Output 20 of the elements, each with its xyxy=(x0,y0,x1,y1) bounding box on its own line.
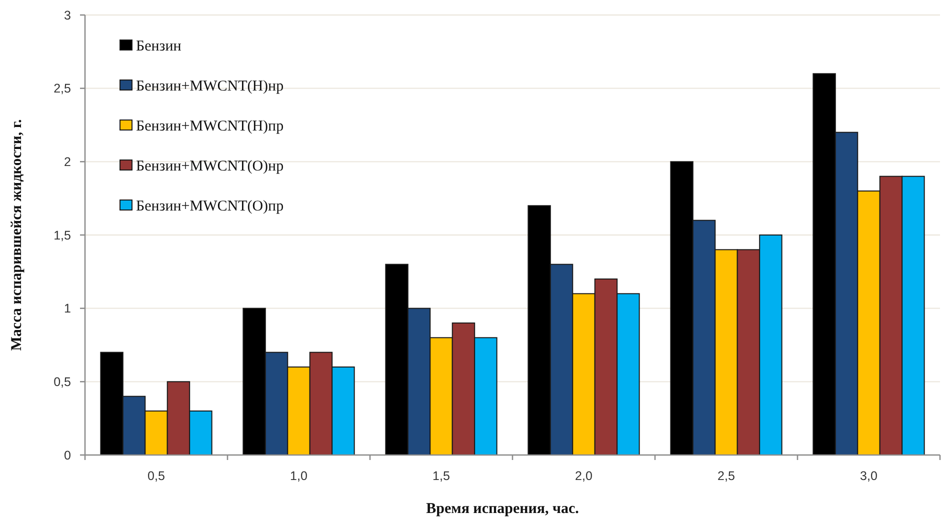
legend-label: Бензин+MWCNT(О)пр xyxy=(136,198,284,214)
x-tick-label: 3,0 xyxy=(860,469,878,483)
x-tick-label: 0,5 xyxy=(148,469,165,483)
y-tick-label: 0,5 xyxy=(54,375,72,390)
legend-label: Бензин+MWCNT(Н)нр xyxy=(136,78,284,94)
x-tick-label: 2,0 xyxy=(575,469,592,483)
y-tick-label: 0 xyxy=(64,448,72,462)
y-tick-label: 2 xyxy=(64,155,72,170)
x-axis-title: Время испарения, час. xyxy=(426,501,580,517)
legend-label: Бензин+MWCNT(Н)пр xyxy=(136,118,284,134)
y-tick-label: 1 xyxy=(64,302,72,316)
legend-label: Бензин+MWCNT(О)нр xyxy=(136,158,284,174)
y-tick-label: 1,5 xyxy=(54,228,72,242)
y-tick-label: 2,5 xyxy=(54,82,72,96)
y-tick-label: 3 xyxy=(64,8,72,22)
x-tick-label: 2,5 xyxy=(718,469,735,483)
x-tick-label: 1,5 xyxy=(432,469,450,483)
x-tick-label: 1,0 xyxy=(290,469,308,483)
y-axis-title: Масса испарившейся жидкости, г. xyxy=(9,118,25,351)
legend-label: Бензин xyxy=(136,38,182,54)
